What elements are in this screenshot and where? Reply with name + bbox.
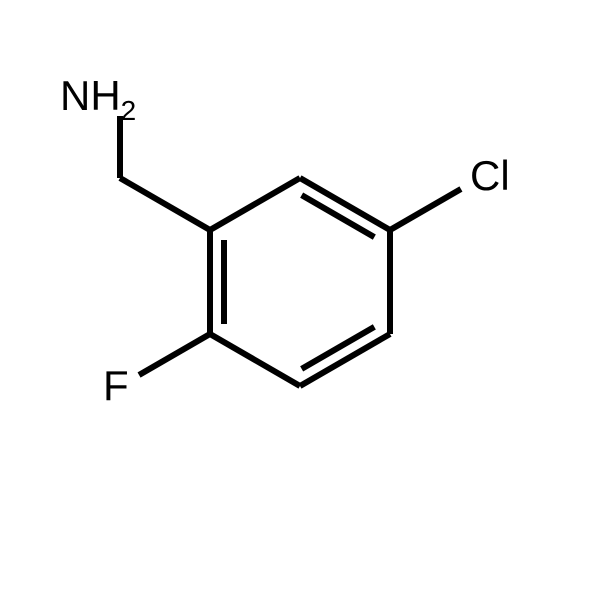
bond bbox=[120, 178, 210, 230]
atom-label-f: F bbox=[103, 362, 129, 409]
bond bbox=[210, 178, 300, 230]
bonds-layer bbox=[120, 116, 461, 386]
bond bbox=[210, 334, 300, 386]
atom-label-cl: Cl bbox=[470, 152, 510, 199]
bond bbox=[139, 334, 210, 375]
labels-layer: NH2 Cl F bbox=[60, 72, 510, 409]
bond bbox=[390, 189, 461, 230]
molecule-diagram: NH2 Cl F bbox=[0, 0, 600, 600]
atom-label-n: NH2 bbox=[60, 72, 136, 126]
